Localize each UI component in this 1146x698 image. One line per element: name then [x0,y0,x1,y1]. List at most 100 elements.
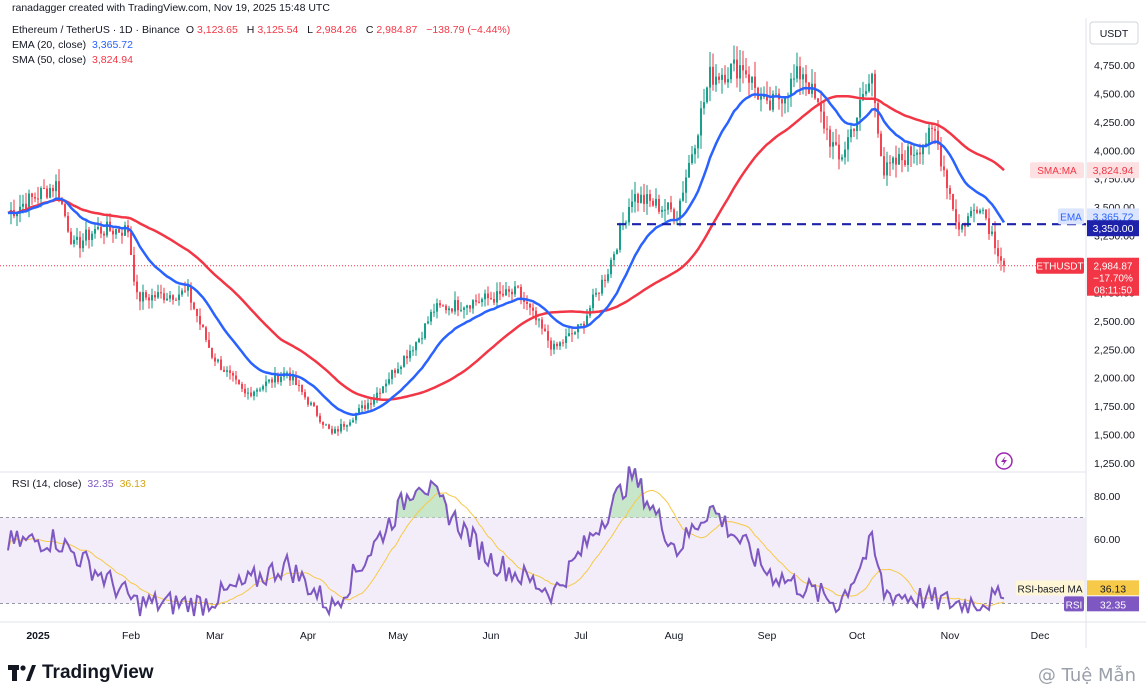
candle-body [241,384,243,389]
candle-body [265,381,267,387]
candle-body [559,342,561,347]
candle-body [733,59,735,64]
ema-20-line [7,86,1006,416]
candle-body [673,209,675,220]
candle-body [121,232,123,236]
candle-body [397,368,399,374]
candle-body [421,338,423,340]
time-tick-label: Sep [758,630,777,642]
candle-body [244,388,246,394]
candle-body [805,74,807,83]
candle-body [373,398,375,405]
sma-legend[interactable]: SMA (50, close) 3,824.94 [12,54,136,66]
ohlc-h: H 3,125.54 [247,24,301,36]
ema-legend[interactable]: EMA (20, close) 3,365.72 [12,39,136,51]
ohlc-c: C 2,984.87 [366,24,420,36]
candle-body [988,218,990,235]
candle-body [610,260,612,275]
candle-body [358,408,360,414]
candle-body [445,305,447,311]
candle-body [367,403,369,409]
candle-body [985,209,987,219]
candle-body [25,203,27,210]
last-badge-line: 08:11:50 [1094,286,1133,297]
candle-body [130,232,132,256]
candle-body [292,375,294,381]
candle-body [382,386,384,393]
rsi-badge-value-bg [1087,596,1139,612]
last-badge-name-bg [1036,257,1084,274]
candle-body [517,286,519,288]
tradingview-logo[interactable]: TradingView [8,662,154,684]
candle-body [685,177,687,193]
candle-body [940,144,942,167]
rsi-legend[interactable]: RSI (14, close) 32.35 36.13 [12,478,149,490]
candle-body [157,292,159,298]
candle-body [94,229,96,234]
candle-body [961,224,963,230]
candle-body [739,65,741,79]
o-value: 3,123.65 [196,24,238,36]
candle-body [436,303,438,312]
time-tick-label: Nov [941,630,960,642]
candle-body [205,327,207,340]
candle-body [505,289,507,296]
candle-body [631,201,633,208]
candle-body [613,254,615,261]
candle-body [508,289,510,292]
candle-body [76,236,78,240]
candle-body [427,321,429,324]
candle-body [418,338,420,343]
candle-body [439,303,441,306]
rsi-ma-badge[interactable]: RSI-based MA 36.13 [1016,580,1139,596]
candle-body [310,402,312,405]
candle-body [802,74,804,80]
time-tick-label: Dec [1031,630,1050,642]
candle-body [460,309,462,311]
candle-body [529,303,531,308]
candle-body [634,194,636,202]
candle-body [595,292,597,295]
candle-body [943,166,945,171]
candle-body [709,66,711,88]
candle-body [226,370,228,372]
candle-body [616,249,618,255]
sma-badge[interactable]: SMA:MA 3,824.94 [1030,162,1139,179]
candle-body [73,239,75,244]
candle-body [682,192,684,201]
ema-badge-name: EMA [1060,212,1082,223]
candle-body [568,333,570,337]
currency-box[interactable] [1089,21,1139,45]
lightning-icon[interactable] [995,452,1013,470]
candle-body [712,66,714,85]
candle-body [715,76,717,85]
candle-body [790,78,792,96]
candle-body [400,366,402,369]
rsi-legend-value: 32.35 [87,478,114,490]
candle-body [349,422,351,426]
candle-body [946,170,948,189]
candle-body [133,255,135,282]
candle-body [895,157,897,165]
candle-body [454,300,456,312]
level-badge[interactable]: 3,350.00 [1087,220,1139,237]
candle-body [295,375,297,385]
candle-body [580,323,582,325]
candle-body [43,188,45,190]
time-tick-label: Feb [122,630,140,642]
candle-body [316,406,318,416]
candle-body [67,215,69,232]
candle-body [967,216,969,227]
candle-body [511,291,513,295]
candle-body [391,370,393,380]
candle-body [826,128,828,130]
rsi-badge[interactable]: RSI 32.35 [1064,596,1139,612]
symbol-legend[interactable]: Ethereum / TetherUS · 1D · Binance O 3,12… [12,24,513,36]
last-price-badge[interactable]: ETHUSDT 2,984.87−17.70%08:11:50 [1036,257,1139,297]
candle-body [793,78,795,80]
candle-body [694,148,696,155]
candle-body [907,146,909,165]
candle-body [70,231,72,244]
candle-body [721,74,723,80]
